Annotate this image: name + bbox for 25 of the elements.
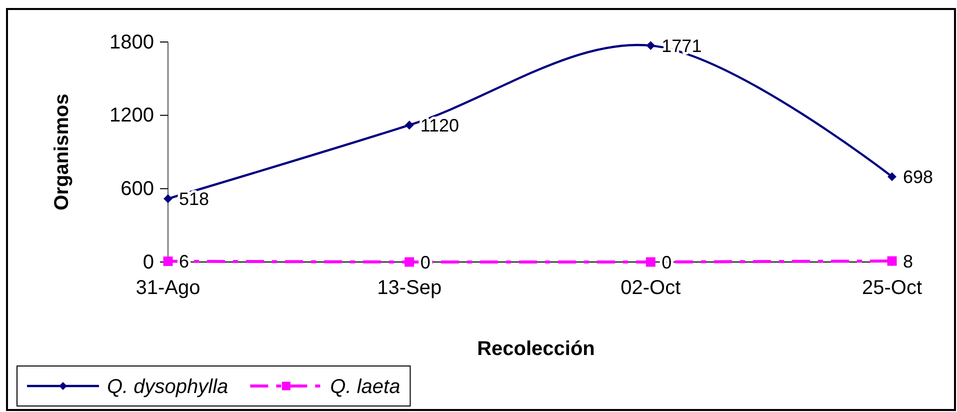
point [404, 257, 414, 267]
x-tick-label: 13-Sep [377, 277, 442, 299]
data-label: 518 [179, 188, 210, 209]
point [887, 256, 897, 266]
y-axis-title: Organismos [51, 94, 73, 210]
data-label: 1771 [662, 36, 702, 56]
x-axis-title: Recolección [477, 338, 595, 360]
x-tick-label: 31-Ago [136, 277, 200, 299]
point [164, 194, 172, 204]
y-tick-label: 1200 [110, 104, 154, 127]
x-tick-label: 25-Oct [862, 277, 922, 299]
legend-label: Q. laeta [330, 376, 400, 398]
y-tick-label: 0 [142, 251, 154, 274]
legend-label: Q. dysophylla [107, 376, 228, 398]
point [163, 256, 173, 266]
data-label: 8 [903, 251, 914, 272]
point [646, 257, 656, 267]
data-label: 698 [903, 166, 934, 187]
point [888, 172, 896, 182]
y-tick-label: 1800 [110, 31, 154, 54]
x-tick-label: 02-Oct [620, 277, 682, 299]
point [646, 41, 656, 50]
data-label: 1120 [420, 115, 460, 136]
point [404, 120, 414, 130]
y-tick-label: 600 [120, 178, 154, 200]
